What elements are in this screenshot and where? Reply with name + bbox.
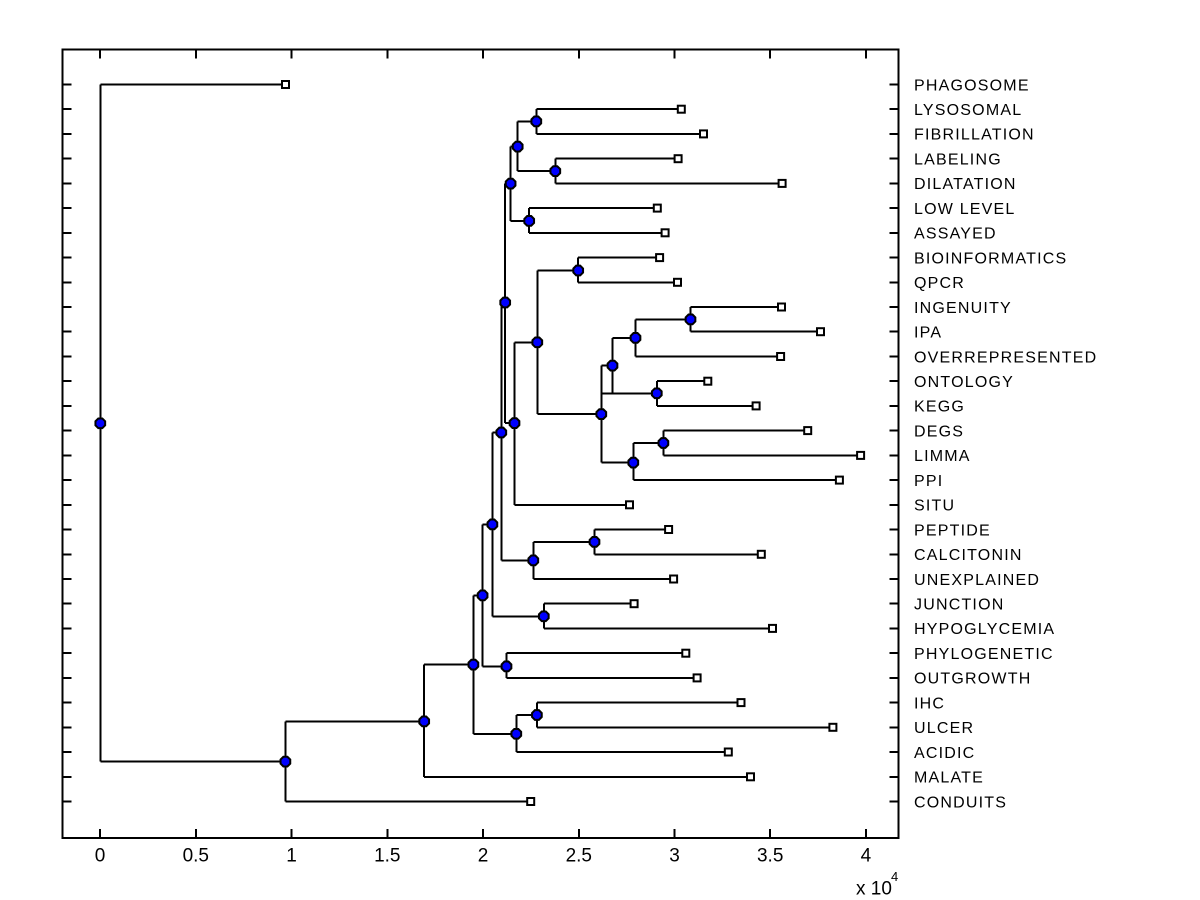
svg-text:4: 4: [861, 846, 872, 867]
svg-text:PHAGOSOME: PHAGOSOME: [914, 77, 1030, 94]
svg-text:ASSAYED: ASSAYED: [914, 226, 997, 243]
svg-text:4: 4: [891, 869, 898, 884]
svg-text:2: 2: [478, 846, 489, 867]
svg-text:ULCER: ULCER: [914, 720, 974, 737]
svg-text:BIOINFORMATICS: BIOINFORMATICS: [914, 250, 1067, 267]
svg-text:HYPOGLYCEMIA: HYPOGLYCEMIA: [914, 621, 1055, 638]
svg-text:CONDUITS: CONDUITS: [914, 794, 1007, 811]
svg-text:PHYLOGENETIC: PHYLOGENETIC: [914, 646, 1054, 663]
svg-text:CALCITONIN: CALCITONIN: [914, 547, 1023, 564]
svg-text:SITU: SITU: [914, 498, 955, 515]
svg-text:DEGS: DEGS: [914, 423, 964, 440]
svg-text:MALATE: MALATE: [914, 770, 984, 787]
svg-text:3: 3: [669, 846, 680, 867]
svg-text:ACIDIC: ACIDIC: [914, 745, 975, 762]
svg-text:LABELING: LABELING: [914, 152, 1002, 169]
svg-text:INGENUITY: INGENUITY: [914, 300, 1012, 317]
svg-text:OVERREPRESENTED: OVERREPRESENTED: [914, 349, 1097, 366]
svg-text:IPA: IPA: [914, 325, 942, 342]
svg-text:OUTGROWTH: OUTGROWTH: [914, 671, 1031, 688]
svg-text:PEPTIDE: PEPTIDE: [914, 522, 991, 539]
svg-text:JUNCTION: JUNCTION: [914, 597, 1004, 614]
svg-text:LYSOSOMAL: LYSOSOMAL: [914, 102, 1022, 119]
svg-text:LOW LEVEL: LOW LEVEL: [914, 201, 1016, 218]
svg-text:PPI: PPI: [914, 473, 943, 490]
svg-text:1: 1: [286, 846, 297, 867]
svg-text:LIMMA: LIMMA: [914, 448, 971, 465]
svg-text:IHC: IHC: [914, 695, 945, 712]
svg-text:ONTOLOGY: ONTOLOGY: [914, 374, 1014, 391]
svg-text:3.5: 3.5: [757, 846, 783, 867]
svg-text:x 10: x 10: [856, 879, 892, 900]
svg-text:0.5: 0.5: [183, 846, 209, 867]
svg-text:0: 0: [95, 846, 106, 867]
svg-text:UNEXPLAINED: UNEXPLAINED: [914, 572, 1040, 589]
svg-text:DILATATION: DILATATION: [914, 176, 1017, 193]
svg-text:FIBRILLATION: FIBRILLATION: [914, 127, 1035, 144]
svg-text:KEGG: KEGG: [914, 399, 965, 416]
svg-text:1.5: 1.5: [374, 846, 400, 867]
svg-text:QPCR: QPCR: [914, 275, 965, 292]
svg-text:2.5: 2.5: [566, 846, 592, 867]
